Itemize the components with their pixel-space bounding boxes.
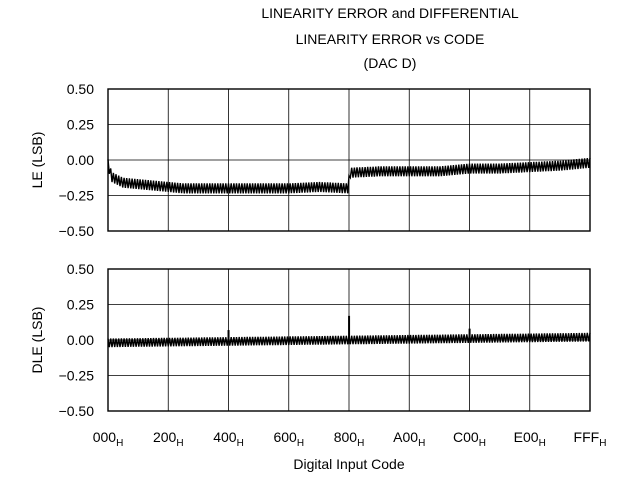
x-tick-label: 600H [273, 429, 304, 449]
le-ytick-label: −0.25 [59, 188, 95, 204]
chart-title-line-2: LINEARITY ERROR vs CODE [295, 31, 485, 47]
x-tick-label: 400H [213, 429, 244, 449]
dle-ytick-label: −0.50 [59, 403, 95, 419]
x-tick-label: A00H [393, 429, 425, 449]
x-tick-label: 000H [93, 429, 124, 449]
chart-title-line-1: LINEARITY ERROR and DIFFERENTIAL [261, 5, 519, 21]
le-ytick-label: 0.25 [67, 117, 94, 133]
x-tick-label: 800H [334, 429, 365, 449]
le-series-line [107, 157, 591, 194]
le-ytick-label: 0.50 [67, 81, 94, 97]
x-tick-label: E00H [514, 429, 546, 449]
le-ylabel: LE (LSB) [29, 132, 45, 189]
dle-ytick-label: 0.25 [67, 297, 94, 313]
dle-ylabel: DLE (LSB) [29, 307, 45, 374]
dle-ytick-label: 0.00 [67, 332, 94, 348]
le-ytick-label: −0.50 [59, 223, 95, 239]
dle-ytick-label: −0.25 [59, 368, 95, 384]
dle-ytick-label: 0.50 [67, 261, 94, 277]
le-ytick-label: 0.00 [67, 152, 94, 168]
x-tick-label: C00H [453, 429, 486, 449]
chart-title-line-3: (DAC D) [363, 55, 417, 71]
x-tick-label: FFFH [574, 429, 607, 449]
x-tick-label: 200H [153, 429, 184, 449]
le-grid [108, 89, 590, 231]
x-axis-label: Digital Input Code [293, 456, 405, 472]
